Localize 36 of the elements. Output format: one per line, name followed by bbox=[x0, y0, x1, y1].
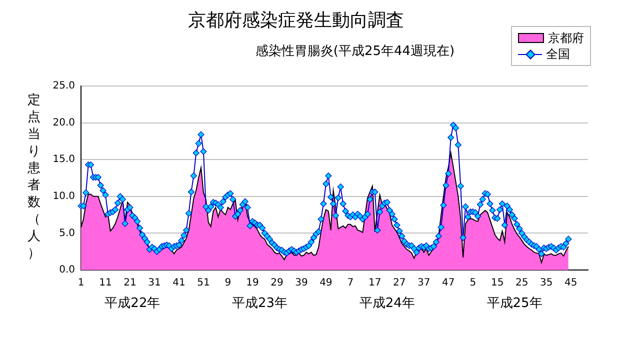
chart-subtitle: 感染性胃腸炎(平成25年44週現在) bbox=[254, 43, 456, 60]
x-tick-label: 17 bbox=[368, 278, 382, 289]
x-tick-label: 47 bbox=[442, 278, 455, 289]
y-tick-label: 10.0 bbox=[52, 190, 75, 202]
x-tick-label: 21 bbox=[124, 278, 136, 289]
x-tick-label: 29 bbox=[270, 278, 284, 289]
y-tick-label: 15.0 bbox=[52, 154, 75, 166]
y-tick-label: 5.0 bbox=[59, 228, 75, 239]
x-tick-label: 25 bbox=[516, 278, 528, 289]
x-tick-label: 39 bbox=[295, 278, 308, 289]
chart-title: 京都府感染症発生動向調査 bbox=[187, 9, 405, 32]
x-tick-label: 1 bbox=[78, 278, 84, 289]
legend-label: 全国 bbox=[546, 46, 570, 62]
x-tick-label: 15 bbox=[491, 278, 504, 289]
text: 定点当り患者数（人） bbox=[28, 93, 40, 261]
x-tick-label: 5 bbox=[470, 278, 476, 289]
x-tick-label: 45 bbox=[564, 278, 578, 289]
text: 平成22年 bbox=[104, 296, 160, 311]
x-tick-label: 37 bbox=[418, 278, 430, 289]
x-tick-label: 31 bbox=[148, 278, 161, 289]
x-tick-label: 7 bbox=[347, 278, 354, 289]
x-tick-label: 51 bbox=[197, 278, 210, 289]
x-tick-label: 49 bbox=[320, 278, 332, 289]
text: 平成23年 bbox=[232, 296, 288, 311]
x-tick-label: 41 bbox=[172, 278, 186, 289]
text: 平成25年 bbox=[486, 296, 542, 311]
x-tick-label: 35 bbox=[540, 278, 553, 289]
text: 平成24年 bbox=[359, 296, 415, 311]
x-tick-label: 11 bbox=[99, 278, 112, 289]
y-tick-label: 25.0 bbox=[52, 80, 75, 92]
x-tick-label: 9 bbox=[224, 278, 232, 289]
x-tick-label: 19 bbox=[246, 278, 259, 289]
x-tick-label: 27 bbox=[393, 278, 406, 289]
y-tick-label: 20.0 bbox=[52, 117, 75, 128]
legend-label: 京都府 bbox=[548, 30, 584, 46]
y-tick-label: 0.0 bbox=[59, 264, 75, 276]
